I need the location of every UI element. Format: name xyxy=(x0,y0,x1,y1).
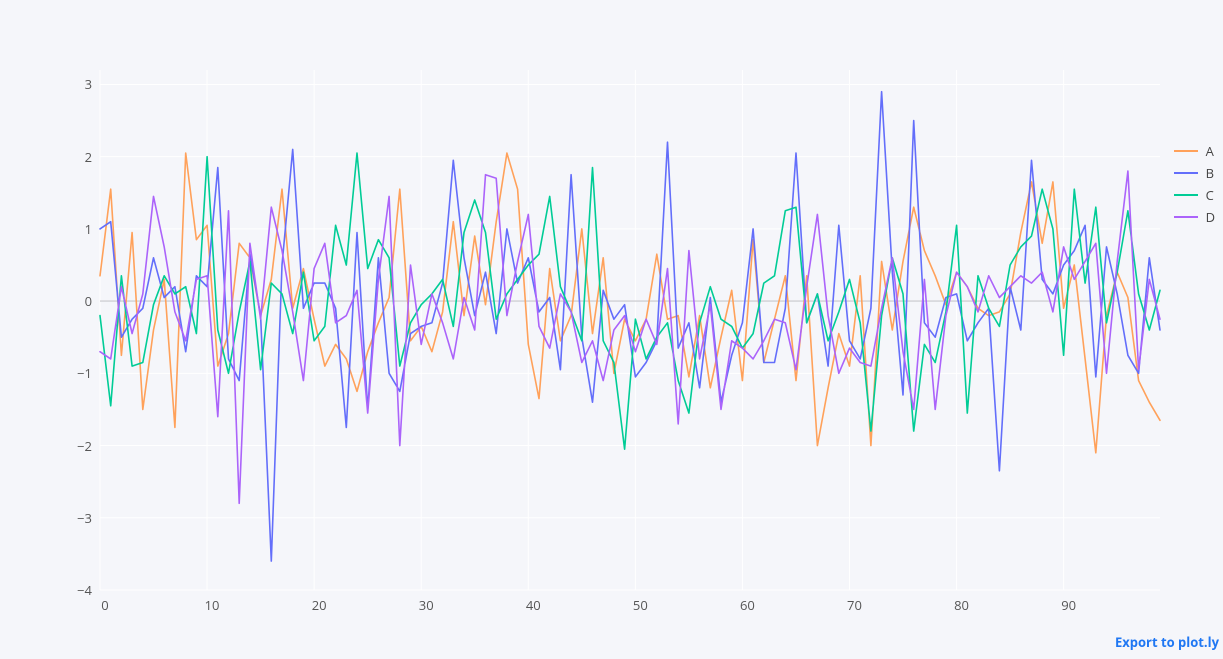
ytick-label: −1 xyxy=(77,364,92,382)
ytick-label: 0 xyxy=(85,292,92,310)
xtick-label: 50 xyxy=(625,596,655,614)
ytick-label: −4 xyxy=(77,581,92,599)
legend: A B C D xyxy=(1174,140,1215,228)
xtick-label: 30 xyxy=(411,596,441,614)
legend-item-c[interactable]: C xyxy=(1174,184,1215,206)
xtick-label: 70 xyxy=(839,596,869,614)
legend-item-b[interactable]: B xyxy=(1174,162,1215,184)
ytick-label: −3 xyxy=(77,509,92,527)
xtick-label: 80 xyxy=(947,596,977,614)
ytick-label: 1 xyxy=(85,220,92,238)
xtick-label: 90 xyxy=(1054,596,1084,614)
ytick-label: 3 xyxy=(85,75,92,93)
legend-label-a: A xyxy=(1206,142,1214,160)
legend-swatch-a xyxy=(1174,150,1198,152)
ytick-label: −2 xyxy=(77,437,92,455)
xtick-label: 40 xyxy=(518,596,548,614)
legend-item-d[interactable]: D xyxy=(1174,206,1215,228)
legend-swatch-b xyxy=(1174,172,1198,174)
xtick-label: 20 xyxy=(304,596,334,614)
xtick-label: 10 xyxy=(197,596,227,614)
xtick-label: 0 xyxy=(90,596,120,614)
legend-swatch-d xyxy=(1174,216,1198,218)
legend-label-c: C xyxy=(1206,186,1214,204)
line-chart[interactable] xyxy=(0,0,1223,659)
legend-item-a[interactable]: A xyxy=(1174,140,1215,162)
legend-swatch-c xyxy=(1174,194,1198,196)
legend-label-d: D xyxy=(1206,208,1215,226)
xtick-label: 60 xyxy=(732,596,762,614)
ytick-label: 2 xyxy=(85,148,92,166)
export-link[interactable]: Export to plot.ly xyxy=(1115,633,1219,651)
legend-label-b: B xyxy=(1206,164,1214,182)
